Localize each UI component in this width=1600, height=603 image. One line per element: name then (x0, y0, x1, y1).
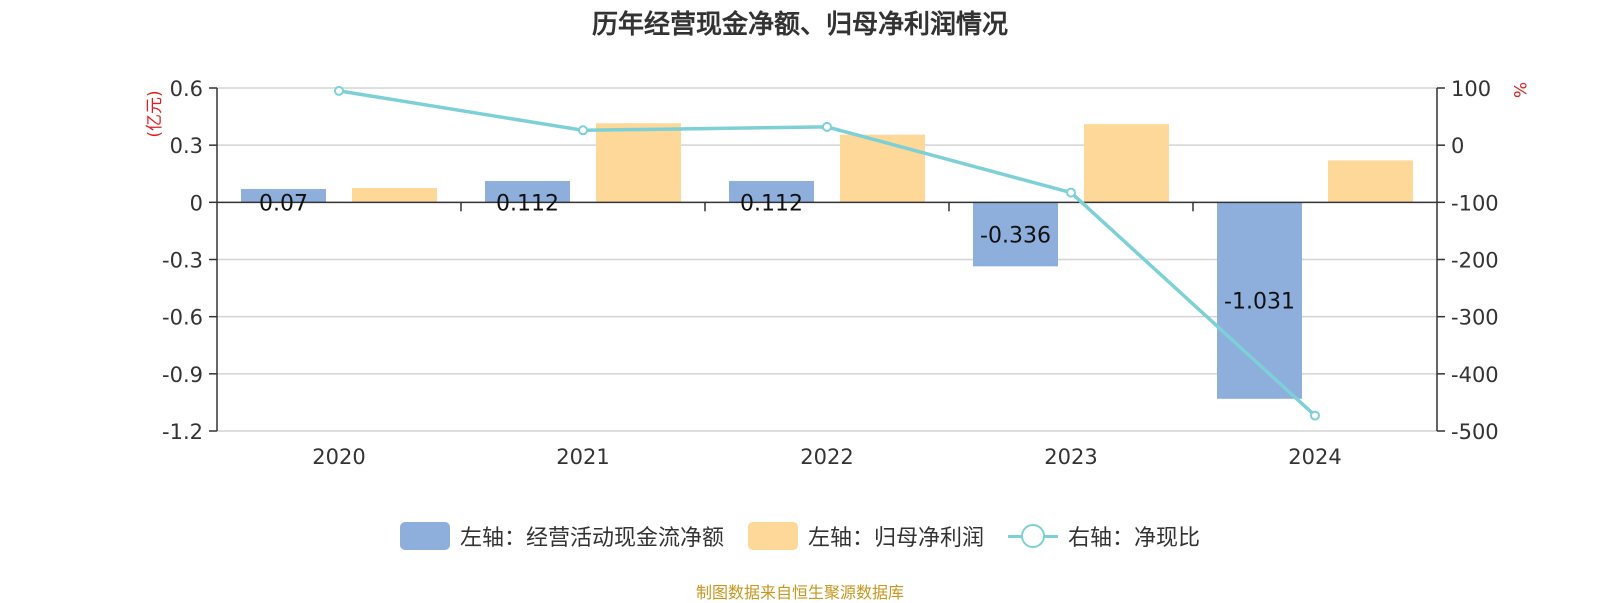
legend-label-cashflow: 左轴：经营活动现金流净额 (459, 526, 724, 551)
ratio-point (1066, 187, 1076, 198)
left-tick-label: 0 (190, 191, 203, 215)
bar-cashflow (973, 202, 1058, 267)
legend-swatch-cashflow (399, 522, 450, 550)
left-tick-label: -0.6 (162, 306, 203, 330)
data-label-cashflow: 0.112 (740, 191, 803, 216)
right-tick-label: -300 (1451, 306, 1499, 330)
right-tick-label: -500 (1451, 420, 1499, 444)
right-tick-label: 0 (1451, 134, 1464, 158)
ratio-line (334, 85, 1320, 421)
legend-item-cashflow[interactable]: 左轴：经营活动现金流净额 (399, 520, 724, 552)
left-tick-label: 0.6 (170, 77, 203, 101)
data-labels: 0.07 0.112 0.112 -0.336 -1.031 (259, 191, 1295, 314)
x-tick-label: 2023 (1044, 445, 1097, 469)
legend: 左轴：经营活动现金流净额 左轴：归母净利润 右轴：净现比 (0, 520, 1600, 552)
ratio-point (578, 125, 588, 136)
legend-item-ratio[interactable]: 右轴：净现比 (1008, 520, 1200, 552)
left-tick-label: 0.3 (170, 134, 203, 158)
legend-label-ratio: 右轴：净现比 (1068, 526, 1201, 551)
bar-net-profit (352, 188, 437, 203)
ratio-point (334, 85, 344, 96)
right-tick-label: -200 (1451, 249, 1499, 273)
source-note: 制图数据来自恒生聚源数据库 (695, 583, 904, 602)
left-tick-label: -0.3 (162, 249, 203, 273)
bar-cashflow (485, 180, 570, 203)
legend-item-net-profit[interactable]: 左轴：归母净利润 (747, 520, 984, 552)
left-tick-label: -1.2 (162, 420, 203, 444)
right-tick-label: -100 (1451, 191, 1499, 215)
legend-label-net-profit: 左轴：归母净利润 (807, 526, 984, 551)
bar-series (241, 123, 1413, 399)
bar-net-profit (1084, 124, 1169, 203)
x-tick-label: 2020 (312, 445, 365, 469)
bar-net-profit (1328, 160, 1413, 203)
x-tick-label: 2021 (556, 445, 609, 469)
bar-cashflow (241, 188, 326, 203)
left-axis-unit: (亿元) (145, 90, 165, 137)
grid-lines (217, 87, 1437, 432)
axes: 0.6 0.3 0 -0.3 -0.6 -0.9 -1.2 100 0 -100 -200 -300 -… (145, 77, 1529, 469)
data-label-cashflow: 0.07 (259, 191, 308, 216)
data-label-cashflow: -1.031 (1224, 290, 1295, 315)
ratio-point (1310, 410, 1320, 421)
bar-net-profit (840, 134, 925, 203)
data-label-cashflow: -0.336 (980, 223, 1051, 248)
chart-title: 历年经营现金净额、归母净利润情况 (591, 10, 1008, 40)
x-tick-label: 2024 (1288, 445, 1341, 469)
bar-cashflow (729, 180, 814, 203)
data-label-cashflow: 0.112 (496, 191, 559, 216)
left-tick-label: -0.9 (162, 363, 203, 387)
legend-swatch-net-profit (747, 522, 798, 550)
bar-net-profit (596, 123, 681, 203)
x-tick-label: 2022 (800, 445, 853, 469)
ratio-point (822, 121, 832, 132)
right-tick-label: -400 (1451, 363, 1499, 387)
legend-swatch-ratio (1008, 522, 1058, 550)
right-axis-unit: % (1509, 82, 1529, 98)
right-tick-label: 100 (1451, 77, 1491, 101)
